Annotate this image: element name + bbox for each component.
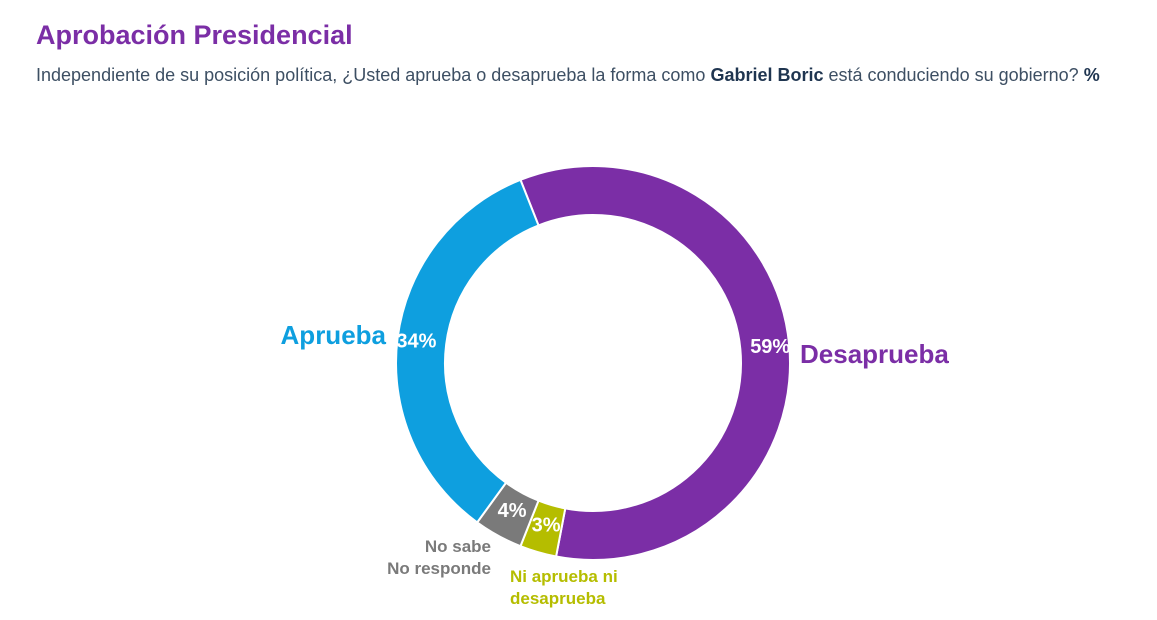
category-label-line: desaprueba xyxy=(510,589,606,608)
category-label-no-sabe-no-responde: No sabe No responde xyxy=(387,537,491,578)
category-label-line: No responde xyxy=(387,559,491,578)
slice-value-label-no-sabe-no-responde: 4% xyxy=(498,500,527,522)
category-label-line: Ni aprueba ni xyxy=(510,567,618,586)
category-label-ni-aprueba-ni-desaprueba: Ni aprueba ni desaprueba xyxy=(510,567,618,608)
subtitle-question: Independiente de su posición política, ¿… xyxy=(36,65,711,85)
slice-value-label-aprueba: 34% xyxy=(396,331,436,353)
chart-subtitle: Independiente de su posición política, ¿… xyxy=(36,64,1126,87)
slice-value-label-ni-aprueba-ni-desaprueba: 3% xyxy=(532,514,561,536)
category-label-aprueba: Aprueba xyxy=(281,320,387,350)
slice-aprueba xyxy=(395,178,540,524)
category-label-line: Desaprueba xyxy=(800,339,949,369)
category-label-desaprueba: Desaprueba xyxy=(800,339,949,369)
slice-desaprueba xyxy=(519,165,791,561)
subtitle-unit: % xyxy=(1083,65,1100,85)
category-label-line: Aprueba xyxy=(281,320,387,350)
chart-title: Aprobación Presidencial xyxy=(36,20,353,50)
category-label-line: No sabe xyxy=(425,537,491,556)
slice-value-label-desaprueba: 59% xyxy=(750,336,790,358)
subtitle-question-end: está conduciendo su gobierno? xyxy=(823,65,1084,85)
subtitle-president-name: Gabriel Boric xyxy=(710,65,824,85)
